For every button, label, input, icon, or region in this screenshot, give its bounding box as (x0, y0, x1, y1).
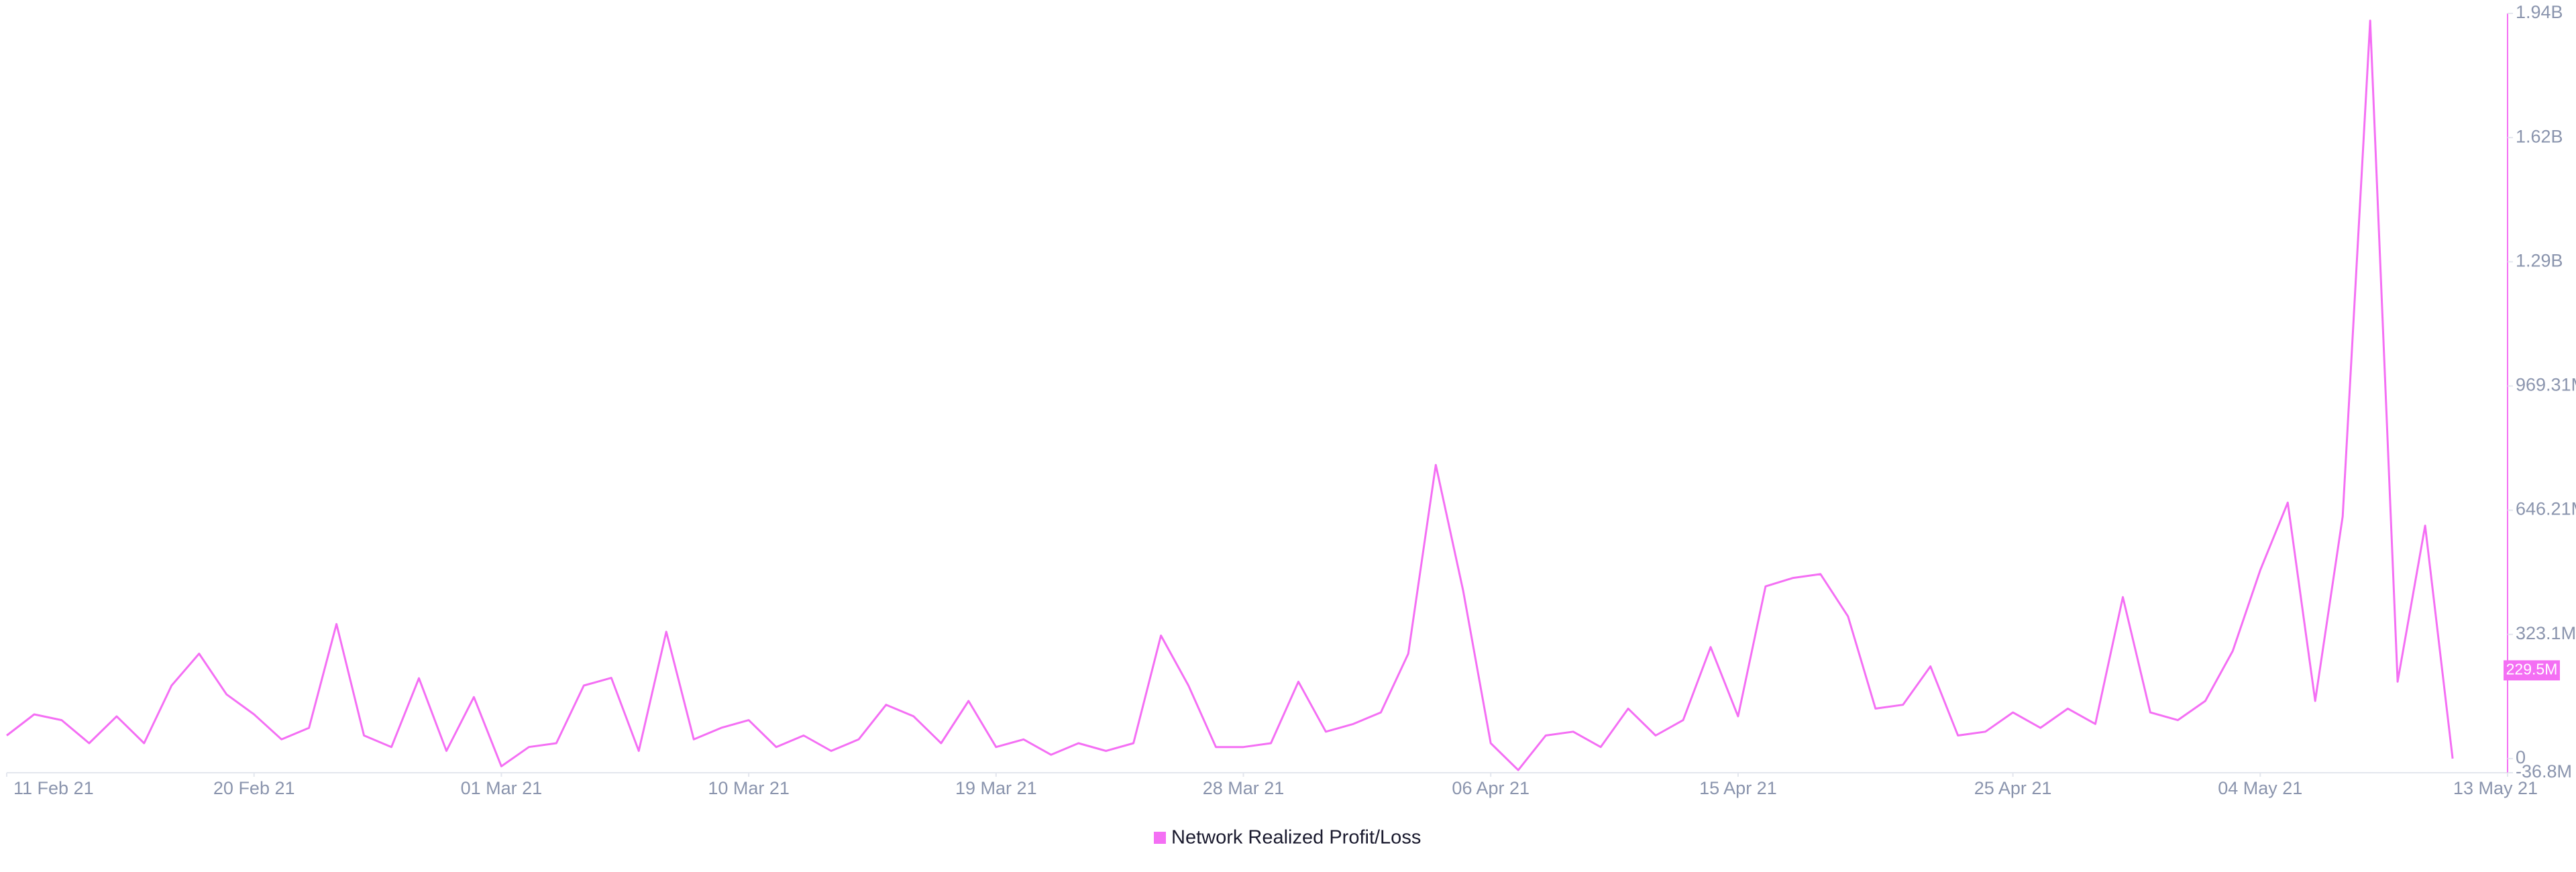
y-tick-label: 969.31M (2516, 375, 2576, 395)
y-tick-label: 0 (2516, 747, 2526, 767)
y-tick-label: 1.29B (2516, 250, 2563, 270)
y-tick-label: -36.8M (2516, 761, 2572, 781)
x-tick-label: 13 May 21 (2453, 778, 2538, 798)
y-tick-label: 1.62B (2516, 126, 2563, 146)
badge-label: 229.5M (2506, 660, 2558, 677)
x-tick-label: 15 Apr 21 (1699, 778, 1777, 798)
x-tick-label: 04 May 21 (2218, 778, 2302, 798)
x-tick-label: 28 Mar 21 (1203, 778, 1285, 798)
x-tick-label: 20 Feb 21 (213, 778, 295, 798)
x-tick-label: 10 Mar 21 (708, 778, 790, 798)
y-tick-label: 1.94B (2516, 2, 2563, 22)
x-tick-label: 11 Feb 21 (13, 778, 94, 798)
legend-label: Network Realized Profit/Loss (1171, 827, 1421, 849)
y-tick-label: 646.21M (2516, 499, 2576, 519)
x-tick-label: 19 Mar 21 (955, 778, 1037, 798)
legend-swatch (1154, 832, 1166, 844)
last-value-badge: 229.5M (2504, 660, 2560, 681)
series-line (6, 19, 2454, 771)
badge-bg (2504, 660, 2560, 681)
x-tick-label: 25 Apr 21 (1974, 778, 2052, 798)
x-tick-label: 01 Mar 21 (461, 778, 543, 798)
x-tick-label: 06 Apr 21 (1452, 778, 1529, 798)
y-tick-label: 323.1M (2516, 623, 2576, 643)
